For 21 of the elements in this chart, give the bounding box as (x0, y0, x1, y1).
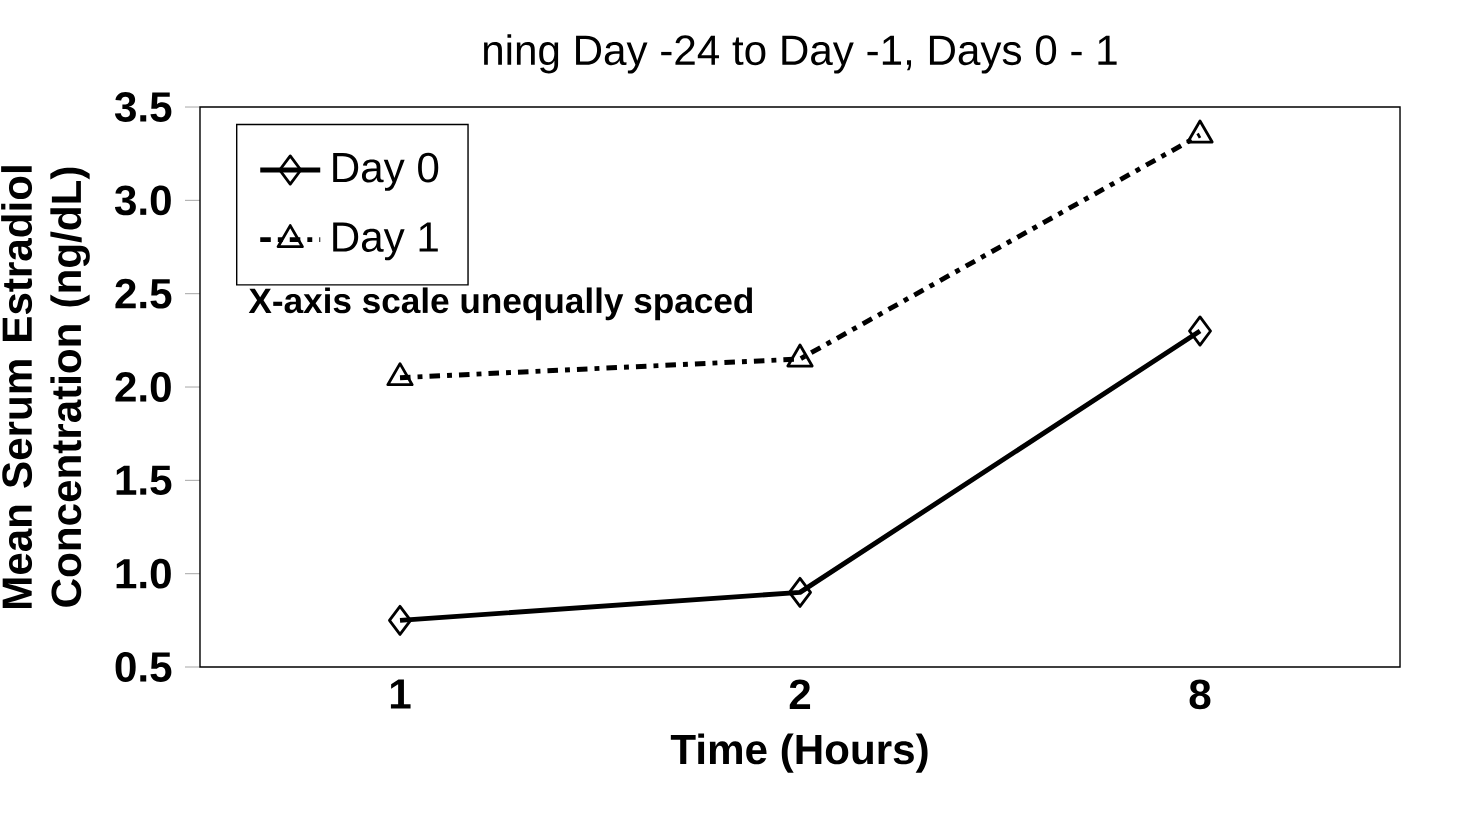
chart-title: ning Day -24 to Day -1, Days 0 - 1 (484, 34, 1117, 74)
y-axis-title: Mean Serum Estradiol Concentration (ng/dL) (1, 166, 90, 609)
legend-label: Day 1 (333, 222, 438, 261)
annotation: X-axis scale unequally spaced (248, 287, 753, 321)
x-tick-label: 8 (1189, 679, 1211, 710)
point (1186, 119, 1214, 144)
y-tick-label: 2.5 (115, 278, 172, 309)
y-tick-label: 3.0 (114, 185, 171, 216)
point (388, 604, 412, 636)
x-tick-label: 2 (789, 679, 811, 709)
x-tick-label: 1 (390, 679, 411, 709)
y-tick-label: 2.0 (115, 372, 171, 402)
x-axis-title: Time (Hours) (670, 733, 928, 773)
point (386, 362, 414, 387)
y-tick-label: 0.5 (115, 652, 172, 682)
legend-label: Day 0 (333, 152, 439, 191)
y-tick-label: 1.0 (116, 558, 171, 589)
point (786, 343, 814, 368)
y-tick-label: 3.5 (114, 92, 172, 122)
point (788, 576, 812, 608)
y-tick-label: 1.5 (116, 465, 172, 496)
